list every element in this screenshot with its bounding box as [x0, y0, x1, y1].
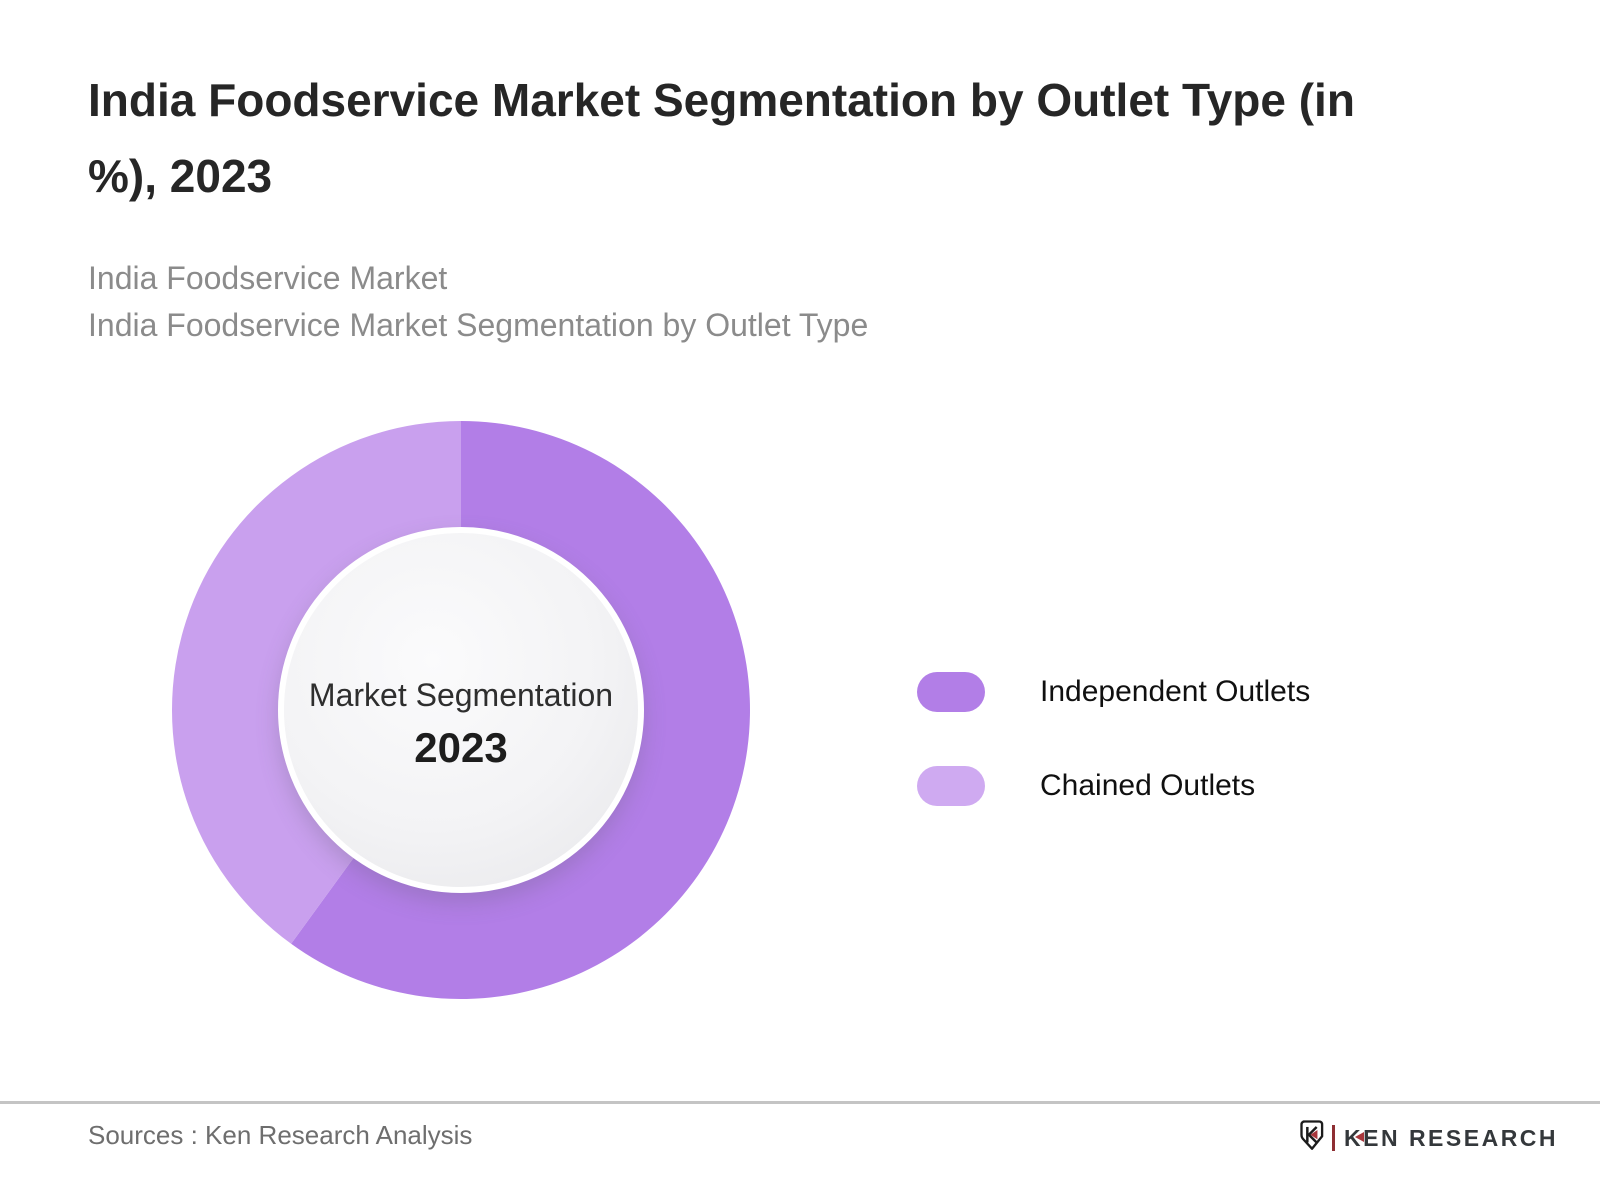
legend-item-independent-outlets: Independent Outlets: [917, 672, 1310, 712]
donut-center-year: 2023: [414, 723, 508, 771]
legend: Independent Outlets Chained Outlets: [917, 672, 1310, 860]
legend-item-chained-outlets: Chained Outlets: [917, 766, 1310, 806]
legend-label-independent-outlets: Independent Outlets: [1040, 675, 1311, 708]
page-title-line-2: %), 2023: [88, 150, 273, 202]
ken-research-shield-icon: [1298, 1119, 1326, 1157]
logo-divider: [1332, 1125, 1335, 1151]
chart-subtitle: India Foodservice Market India Foodservi…: [88, 255, 868, 349]
chart-subtitle-line-1: India Foodservice Market: [88, 260, 448, 296]
legend-label-chained-outlets: Chained Outlets: [1040, 769, 1256, 802]
chart-subtitle-line-2: India Foodservice Market Segmentation by…: [88, 307, 869, 343]
footer-divider: [0, 1101, 1600, 1104]
legend-swatch-chained-outlets-icon: [917, 766, 985, 806]
page-title-line-1: India Foodservice Market Segmentation by…: [88, 74, 1355, 126]
legend-swatch-independent-outlets-icon: [917, 672, 985, 712]
donut-chart: Market Segmentation 2023: [171, 420, 751, 1000]
ken-research-logo: KEN RESEARCH: [1298, 1118, 1558, 1158]
donut-center-label: Market Segmentation: [308, 676, 614, 713]
page-title: India Foodservice Market Segmentation by…: [88, 62, 1355, 214]
donut-center-circle: Market Segmentation 2023: [278, 527, 644, 893]
logo-wordmark-text: KEN RESEARCH: [1344, 1124, 1559, 1151]
sources-text: Sources : Ken Research Analysis: [88, 1120, 473, 1150]
logo-wordmark: KEN RESEARCH: [1344, 1125, 1558, 1152]
wordmark-red-triangle-icon: [1355, 1131, 1364, 1142]
